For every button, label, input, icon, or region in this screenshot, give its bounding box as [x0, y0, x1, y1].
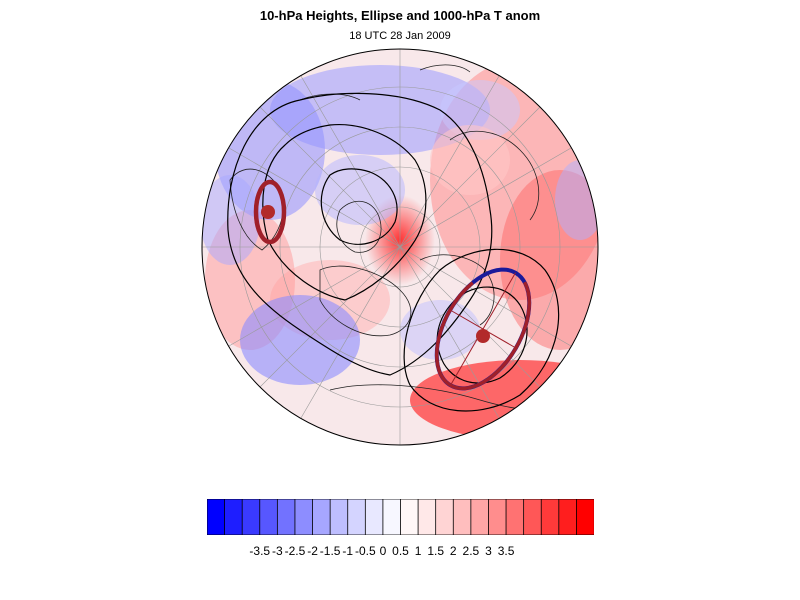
colorbar-swatch: [558, 499, 578, 535]
colorbar-swatch: [435, 499, 454, 535]
colorbar-swatch: [364, 499, 384, 535]
colorbar-labels: -3.5 -3 -2.5 -2 -1.5 -1 -0.5 0 0.5 1 1.5 2 2.5 3 3.5: [0, 544, 800, 564]
colorbar-swatch: [329, 499, 349, 535]
globe-outline: [201, 48, 599, 446]
colorbar-swatch: [540, 499, 560, 535]
colorbar-swatch: [347, 499, 367, 535]
colorbar-swatch: [452, 499, 472, 535]
map-title: 10-hPa Heights, Ellipse and 1000-hPa T a…: [259, 8, 541, 23]
colorbar-tick-label: 1.5: [427, 544, 445, 558]
colorbar-swatch: [470, 499, 490, 535]
ellipse-center-left: [261, 205, 275, 219]
colorbar-tick-label: 0.5: [392, 544, 409, 558]
colorbar-swatch: [576, 499, 594, 535]
vortex-ellipse-right: [434, 267, 532, 391]
colorbar-swatch: [224, 499, 243, 535]
colorbar-swatch: [276, 499, 296, 535]
colorbar-tick-label: -2: [307, 544, 318, 558]
colorbar-swatch: [294, 499, 314, 535]
temperature-anomaly-field: [202, 49, 598, 445]
colorbar-tick-label: -1: [342, 544, 354, 558]
map-subtitle: 18 UTC 28 Jan 2009: [349, 30, 451, 42]
colorbar-tick-label: 1: [414, 544, 422, 558]
colorbar-swatch: [400, 499, 419, 535]
graticule: [202, 49, 598, 445]
colorbar-tick-label: -3: [272, 544, 283, 558]
colorbar-tick-label: -0.5: [354, 544, 376, 558]
colorbar-tick-label: 0: [379, 544, 387, 558]
colorbar-swatch: [417, 499, 437, 535]
colorbar-swatch: [259, 499, 279, 535]
colorbar-swatch: [505, 499, 525, 535]
ellipse-center-right: [476, 329, 490, 343]
colorbar: [207, 499, 594, 535]
colorbar-tick-label: -1.5: [319, 544, 341, 558]
colorbar-swatch: [382, 499, 402, 535]
colorbar-swatch: [312, 499, 331, 535]
colorbar-tick-label: -3.5: [249, 544, 271, 558]
colorbar-tick-label: 3.5: [497, 544, 515, 558]
colorbar-tick-label: 3: [485, 544, 492, 558]
colorbar-swatch: [241, 499, 261, 535]
colorbar-swatch: [488, 499, 507, 535]
colorbar-tick-label: -2.5: [284, 544, 306, 558]
colorbar-tick-label: 2.5: [462, 544, 480, 558]
colorbar-swatch: [523, 499, 542, 535]
vortex-ellipse-left: [253, 179, 287, 245]
colorbar-tick-label: 2: [449, 544, 457, 558]
colorbar-swatch: [207, 499, 226, 535]
